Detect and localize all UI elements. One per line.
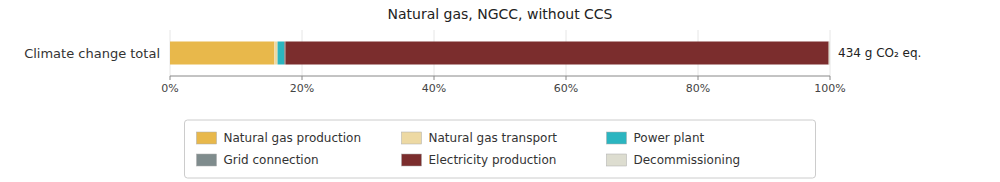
x-tick xyxy=(302,76,303,80)
x-axis-line xyxy=(170,76,830,77)
title: Natural gas, NGCC, without CCS xyxy=(387,6,612,22)
bar-segment xyxy=(284,42,285,65)
x-tick xyxy=(698,76,699,80)
category-label: Climate change total xyxy=(24,46,160,61)
legend-frame xyxy=(185,120,816,178)
x-tick-label: 80% xyxy=(686,82,710,95)
x-tick xyxy=(830,76,831,80)
legend-label: Decommissioning xyxy=(634,153,741,167)
legend-swatch xyxy=(402,154,422,166)
legend-swatch xyxy=(197,154,217,166)
x-tick xyxy=(566,76,567,80)
x-tick-label: 0% xyxy=(161,82,178,95)
annotation: 434 g CO₂ eq. xyxy=(838,46,921,60)
bar-segment xyxy=(278,42,285,65)
grid-line xyxy=(830,30,831,76)
x-tick xyxy=(434,76,435,80)
legend-label: Natural gas production xyxy=(224,131,362,145)
x-tick-label: 20% xyxy=(290,82,314,95)
bar-segment xyxy=(170,42,274,65)
bars xyxy=(170,42,830,65)
grid xyxy=(170,30,830,76)
x-tick-label: 60% xyxy=(554,82,578,95)
legend-swatch xyxy=(607,154,627,166)
legend-swatch xyxy=(607,132,627,144)
legend-label: Natural gas transport xyxy=(429,131,558,145)
x-tick-label: 100% xyxy=(814,82,845,95)
legend-swatch xyxy=(402,132,422,144)
legend-swatch xyxy=(197,132,217,144)
legend-label: Grid connection xyxy=(224,153,319,167)
x-tick-label: 40% xyxy=(422,82,446,95)
bar-segment xyxy=(286,42,829,65)
chart: Natural gas, NGCC, without CCS Climate ch… xyxy=(0,0,1000,182)
bar-segment xyxy=(829,42,830,65)
legend-label: Electricity production xyxy=(429,153,557,167)
x-tick xyxy=(170,76,171,80)
bar-segment xyxy=(274,42,277,65)
legend-label: Power plant xyxy=(634,131,705,145)
legend: Natural gas production Natural gas transp… xyxy=(185,120,816,178)
